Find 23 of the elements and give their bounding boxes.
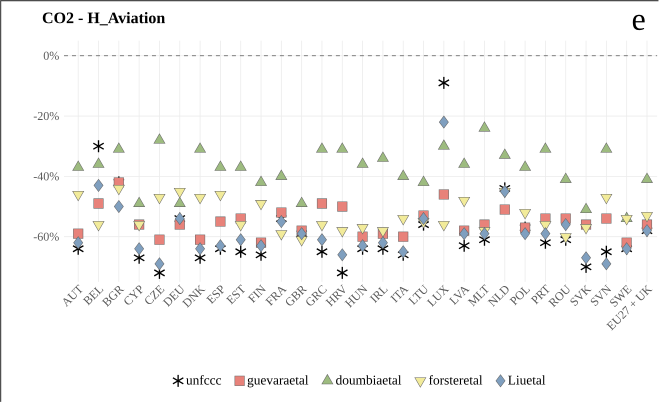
- y-tick-label: -40%: [34, 172, 59, 180]
- legend-label: doumbiaetal: [336, 374, 402, 384]
- legend-label: Liuetal: [508, 374, 546, 384]
- x-tick-label: CYP: [124, 285, 143, 304]
- x-tick-label: ESP: [206, 285, 224, 304]
- x-tick-label: GBR: [286, 286, 308, 306]
- x-tick-label: CZE: [145, 284, 165, 304]
- x-tick-label: LVA: [448, 286, 470, 305]
- x-tick-label: EST: [226, 284, 246, 304]
- x-tick-label: ITA: [390, 286, 409, 303]
- x-tick-label: FRA: [265, 286, 287, 306]
- x-tick-label: IRL: [370, 286, 388, 303]
- y-tick-label: -20%: [34, 112, 59, 120]
- x-tick-label: FIN: [248, 284, 266, 303]
- x-tick-label: POL: [509, 286, 530, 306]
- y-tick-label: -60%: [34, 232, 59, 241]
- chart-title: CO2 - H_Aviation: [42, 12, 166, 26]
- text: e: [632, 14, 645, 30]
- legend-label: unfccc: [186, 374, 222, 384]
- x-tick-label: BEL: [82, 286, 104, 306]
- y-tick-label: 0%: [44, 51, 59, 60]
- legend-label: forsteretal: [428, 374, 482, 384]
- legend-label: guevaraetal: [248, 374, 308, 388]
